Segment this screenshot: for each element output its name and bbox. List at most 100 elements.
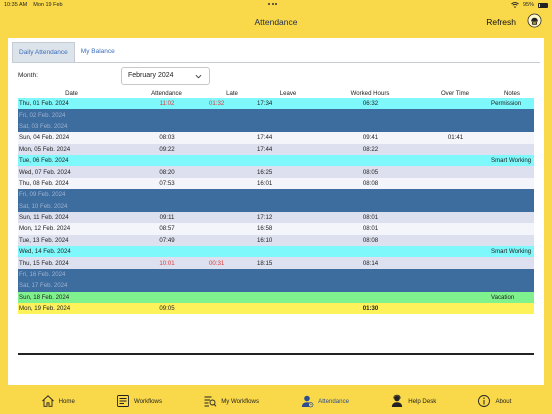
my-workflows-icon [204, 396, 217, 407]
cell-leave [256, 303, 320, 315]
nav-bar: Attendance Refresh [0, 10, 552, 36]
phone-icon[interactable] [527, 13, 542, 28]
cell-worked: 09:41 [320, 132, 420, 144]
cell-worked: 08:01 [320, 223, 420, 235]
table-row: Mon, 19 Feb. 2024 09:05 01:30 [18, 303, 534, 315]
battery-icon [538, 2, 548, 8]
cell-overtime [420, 154, 490, 167]
attendance-icon [301, 395, 314, 408]
multitasking-dots-icon[interactable] [268, 3, 277, 5]
refresh-button[interactable]: Refresh [486, 17, 516, 27]
attendance-table: Date Attendance Late Leave Worked Hours … [18, 89, 534, 315]
cell-leave [256, 154, 320, 167]
cell-leave: 16:10 [256, 234, 320, 247]
cell-date: Thu, 08 Feb. 2024 [18, 177, 125, 190]
cell-worked: 08:01 [320, 211, 420, 224]
cell-leave [256, 109, 320, 121]
cell-date: Sat, 10 Feb. 2024 [18, 200, 125, 212]
column-header: Date [65, 90, 78, 97]
cell-date: Fri, 09 Feb. 2024 [18, 189, 125, 201]
cell-overtime [420, 257, 490, 269]
month-label: Month: [18, 72, 38, 79]
tab-attendance[interactable]: Attendance [300, 394, 349, 408]
cell-date: Mon, 19 Feb. 2024 [18, 303, 125, 315]
cell-late [208, 177, 256, 190]
tab-home[interactable]: Home [41, 394, 75, 408]
cell-overtime [420, 120, 490, 133]
cell-worked [320, 200, 420, 212]
cell-overtime [420, 143, 490, 155]
cell-worked: 06:32 [320, 98, 420, 110]
cell-late [208, 143, 256, 155]
chevron-down-icon [195, 74, 202, 79]
cell-worked: 08:14 [320, 257, 420, 269]
table-row: Mon, 12 Feb. 2024 08:57 16:58 08:01 [18, 223, 534, 235]
tab-label: Home [58, 397, 75, 405]
cell-attendance [125, 200, 208, 212]
cell-late [208, 234, 256, 247]
cell-late [208, 154, 256, 167]
cell-notes: Permission [490, 98, 534, 110]
cell-late [208, 211, 256, 224]
cell-late [208, 132, 256, 144]
cell-date: Sun, 11 Feb. 2024 [18, 211, 125, 224]
cell-leave: 16:01 [256, 177, 320, 190]
month-select[interactable]: February 2024 [121, 67, 210, 85]
cell-leave [256, 291, 320, 304]
tab-daily-attendance[interactable]: Daily Attendance [12, 42, 75, 62]
cell-leave [256, 280, 320, 292]
cell-worked [320, 189, 420, 201]
table-row: Sun, 18 Feb. 2024 Vacation [18, 291, 534, 304]
tab-about[interactable]: About [477, 394, 511, 408]
tab-label: About [495, 397, 512, 405]
workflows-icon [117, 395, 129, 407]
cell-attendance: 09:05 [125, 303, 208, 315]
table-row: Fri, 02 Feb. 2024 [18, 109, 534, 121]
table-row: Tue, 06 Feb. 2024 Smart Working [18, 154, 534, 167]
cell-late [208, 268, 256, 281]
cell-notes [490, 109, 534, 121]
status-time: 10:35 AM [4, 2, 28, 8]
cell-date: Thu, 01 Feb. 2024 [18, 98, 125, 110]
table-header-row: Date Attendance Late Leave Worked Hours … [18, 89, 534, 98]
tab-my-balance[interactable]: My Balance [80, 48, 115, 55]
cell-notes [490, 257, 534, 269]
cell-date: Sun, 04 Feb. 2024 [18, 132, 125, 144]
cell-date: Fri, 02 Feb. 2024 [18, 109, 125, 121]
table-row: Thu, 15 Feb. 2024 10:01 00:31 18:15 08:14 [18, 257, 534, 269]
cell-late [208, 166, 256, 178]
table-row: Thu, 08 Feb. 2024 07:53 16:01 08:08 [18, 177, 534, 190]
cell-notes [490, 120, 534, 133]
attendance-card: Daily Attendance My Balance Month: Febru… [8, 38, 544, 385]
cell-worked [320, 109, 420, 121]
cell-notes [490, 223, 534, 235]
cell-leave [256, 246, 320, 258]
cell-late [208, 246, 256, 258]
cell-overtime [420, 109, 490, 121]
cell-worked [320, 268, 420, 281]
cell-late [208, 280, 256, 292]
about-icon [478, 395, 491, 407]
tab-workflows[interactable]: Workflows [116, 394, 162, 408]
cell-attendance [125, 246, 208, 258]
table-row: Sat, 17 Feb. 2024 [18, 280, 534, 292]
table-row: Tue, 13 Feb. 2024 07:49 16:10 08:08 [18, 234, 534, 247]
cell-leave: 16:58 [256, 223, 320, 235]
tab-help-desk[interactable]: Help Desk [390, 394, 436, 408]
table-row: Thu, 01 Feb. 2024 11:02 01:32 17:34 06:32 Per… [18, 98, 534, 110]
cell-attendance: 10:01 [125, 257, 208, 269]
cell-leave [256, 189, 320, 201]
cell-attendance [125, 154, 208, 167]
cell-overtime [420, 200, 490, 212]
table-bottom-rule [18, 353, 534, 355]
tab-my-workflows[interactable]: My Workflows [203, 394, 259, 408]
cell-worked: 01:30 [320, 303, 420, 315]
column-header: Attendance [151, 90, 182, 97]
table-row: Fri, 09 Feb. 2024 [18, 189, 534, 201]
tab-divider [12, 62, 540, 63]
cell-leave [256, 200, 320, 212]
cell-date: Sat, 03 Feb. 2024 [18, 120, 125, 133]
cell-notes [490, 303, 534, 315]
tab-label: Workflows [134, 397, 163, 405]
cell-attendance: 09:22 [125, 143, 208, 155]
